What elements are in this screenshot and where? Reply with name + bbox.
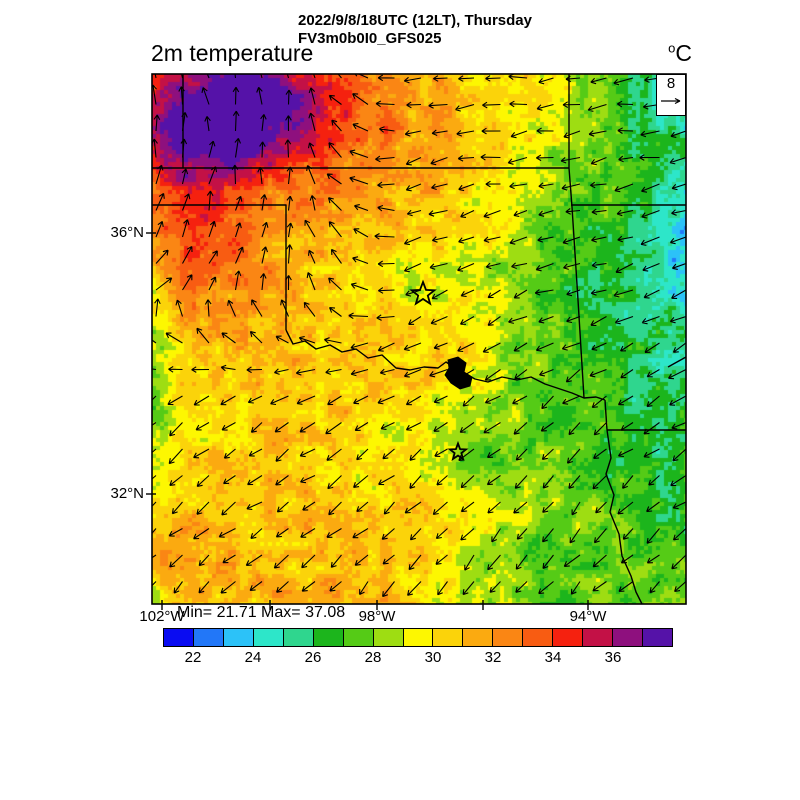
- unit-letter: C: [675, 40, 692, 66]
- map-frame: [151, 73, 687, 605]
- colorbar-tick-label: 30: [424, 649, 442, 666]
- colorbar-segment: [582, 628, 614, 647]
- colorbar-tick-label: 26: [304, 649, 322, 666]
- map-overlay: [146, 73, 687, 610]
- colorbar-segment: [222, 628, 254, 647]
- colorbar-segment: [552, 628, 584, 647]
- colorbar-segment: [282, 628, 314, 647]
- colorbar-tick-label: 28: [364, 649, 382, 666]
- degree-symbol: o: [668, 40, 676, 56]
- colorbar-segment: [492, 628, 524, 647]
- colorbar-tick-label: 22: [184, 649, 202, 666]
- colorbar-segment: [312, 628, 344, 647]
- temperature-field-canvas: [152, 74, 686, 604]
- colorbar-tick-label: 32: [484, 649, 502, 666]
- colorbar-segment: [163, 628, 194, 647]
- lat-label: 32°N: [110, 485, 144, 502]
- reference-vector-value: 8: [666, 75, 676, 92]
- colorbar-tick-label: 36: [604, 649, 622, 666]
- run-title: 2022/9/8/18UTC (12LT), Thursday: [298, 12, 532, 29]
- colorbar-segment: [372, 628, 404, 647]
- state-border-line: [152, 204, 287, 330]
- lon-label: 98°W: [358, 608, 396, 625]
- map-panel: 8: [146, 73, 687, 610]
- colorbar-segment: [402, 628, 434, 647]
- city-star-marker: [409, 279, 437, 306]
- colorbar-segment: [192, 628, 224, 647]
- wind-vector-arrows: [152, 74, 686, 598]
- colorbar-segment: [642, 628, 673, 647]
- model-name-title: FV3m0b0I0_GFS025: [298, 30, 442, 47]
- state-border-line: [568, 167, 585, 399]
- state-border-line: [605, 429, 643, 605]
- field-title: 2m temperature: [151, 40, 314, 66]
- colorbar-tick-label: 34: [544, 649, 562, 666]
- lon-label: 94°W: [569, 608, 607, 625]
- colorbar-segment: [462, 628, 494, 647]
- red-river-line: [285, 329, 606, 401]
- city-star-marker: [447, 440, 469, 461]
- units-label: oC: [648, 40, 692, 67]
- minmax-readout: Min= 21.71 Max= 37.08: [177, 604, 346, 621]
- colorbar-segment: [522, 628, 554, 647]
- colorbar: [163, 628, 673, 647]
- colorbar-segment: [432, 628, 464, 647]
- reference-vector-box: 8: [656, 74, 686, 116]
- state-border-line: [604, 399, 608, 431]
- colorbar-segment: [612, 628, 643, 647]
- colorbar-segment: [342, 628, 374, 647]
- state-border-line: [667, 356, 687, 368]
- reference-vector-arrow: [661, 97, 681, 105]
- lake-texoma-shape: [444, 356, 473, 390]
- colorbar-segment: [252, 628, 284, 647]
- lon-label: 102°W: [139, 608, 185, 625]
- colorbar-tick-label: 24: [244, 649, 262, 666]
- lat-label: 36°N: [110, 224, 144, 241]
